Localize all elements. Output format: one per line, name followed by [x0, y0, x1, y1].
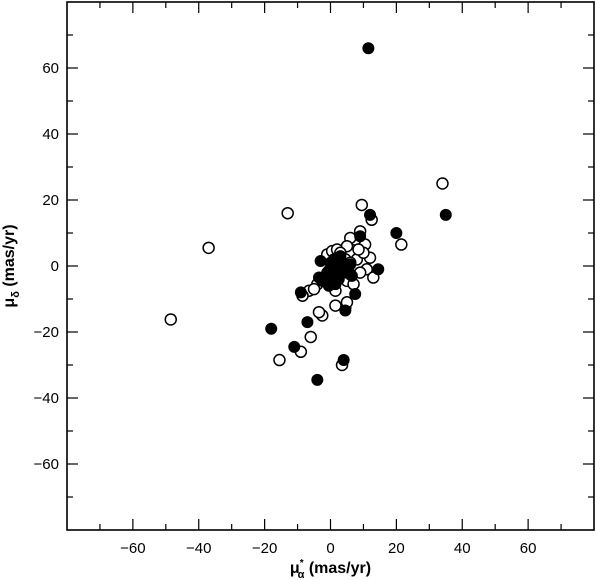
data-points-layer: [164, 42, 452, 386]
open-data-point: [273, 353, 286, 367]
filled-data-point: [364, 208, 377, 221]
open-data-point: [329, 299, 342, 312]
open-data-point: [312, 305, 326, 319]
filled-data-point: [337, 354, 350, 367]
open-data-point: [304, 330, 317, 344]
open-data-point: [281, 206, 294, 220]
filled-data-point: [288, 340, 301, 353]
y-axis-title: μδ (mas/yr): [1, 224, 22, 307]
open-data-point: [352, 243, 365, 256]
filled-data-point: [334, 250, 347, 263]
open-data-point: [355, 198, 369, 212]
filled-data-point: [312, 271, 325, 284]
y-tick-label: −40: [34, 390, 59, 407]
filled-data-point: [439, 208, 452, 221]
y-tick-label: −60: [34, 456, 59, 473]
x-axis-title: μ* α (mas/yr): [290, 558, 371, 580]
ticks-layer: [67, 2, 594, 530]
filled-data-point: [311, 373, 324, 386]
x-tick-label: 40: [454, 540, 471, 557]
y-axis-title-main: μ: [1, 298, 18, 308]
open-data-point: [307, 282, 321, 296]
filled-data-point: [314, 255, 327, 268]
y-tick-label: 0: [51, 258, 59, 275]
filled-data-point: [329, 278, 342, 291]
open-data-point: [395, 238, 408, 251]
y-tick-label: 20: [42, 192, 59, 209]
filled-data-point: [345, 269, 358, 282]
y-tick-label: 60: [42, 60, 59, 77]
x-axis-title-sub: α: [298, 569, 305, 580]
filled-data-point: [265, 322, 278, 335]
open-data-point: [436, 177, 449, 190]
x-tick-label: 20: [388, 540, 405, 557]
plot-frame: [66, 1, 595, 531]
filled-data-point: [339, 304, 352, 317]
filled-data-point: [324, 256, 337, 269]
filled-data-point: [349, 288, 362, 301]
filled-data-point: [344, 258, 357, 271]
x-axis-title-unit: (mas/yr): [304, 560, 371, 577]
x-tick-label: 0: [326, 540, 334, 557]
y-tick-label: −20: [34, 324, 59, 341]
y-axis-title-unit: (mas/yr): [1, 224, 18, 291]
tick-labels-layer: −60 −40 −20 0 20 40 60 −60 −40 −20 0 20 40 60: [34, 60, 537, 557]
x-tick-label: −40: [186, 540, 211, 557]
x-tick-label: −60: [120, 540, 145, 557]
x-axis-title-sup: *: [300, 558, 304, 569]
y-tick-label: 40: [42, 126, 59, 143]
filled-data-point: [301, 316, 314, 329]
open-data-point: [164, 313, 178, 326]
open-data-point: [202, 241, 215, 255]
x-tick-label: −20: [252, 540, 277, 557]
filled-data-point: [362, 42, 375, 55]
x-axis-title-main: μ: [290, 560, 300, 577]
filled-data-point: [372, 263, 385, 276]
filled-data-point: [354, 230, 367, 243]
filled-data-point: [294, 286, 307, 299]
y-axis-title-sub: δ: [10, 291, 22, 298]
x-tick-label: 60: [520, 540, 537, 557]
filled-data-point: [390, 227, 403, 239]
